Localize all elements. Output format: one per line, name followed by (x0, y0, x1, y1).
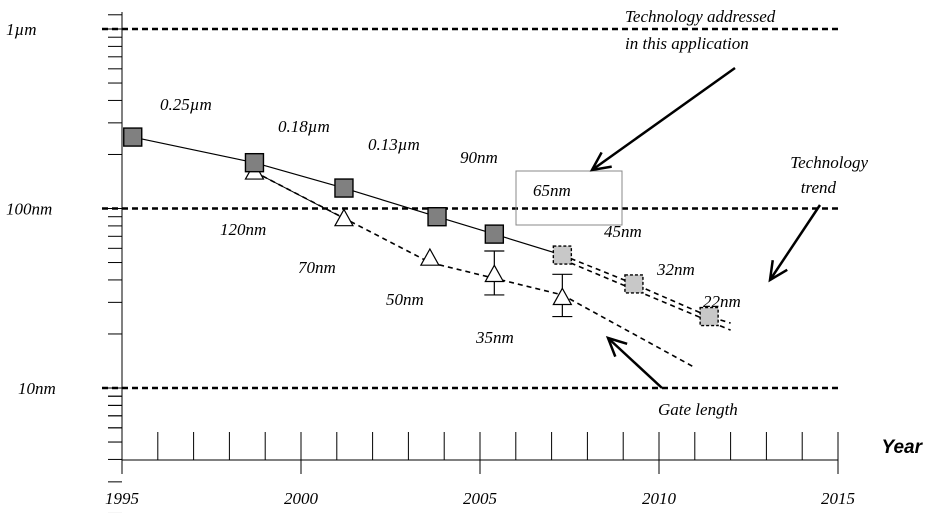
gate-length-label-2: 70nm (298, 258, 336, 277)
technology-node-label-2: 0.18µm (278, 117, 330, 136)
annotation-technology-addressed-line2: in this application (625, 34, 749, 53)
technology-node-point-6 (552, 245, 573, 265)
technology-node-label-1: 0.25µm (160, 95, 212, 114)
annotation-gate-length: Gate length (658, 400, 738, 419)
gate-length-point-5 (552, 287, 573, 306)
gate-length-point-3 (419, 247, 440, 266)
highlight-label: 65nm (533, 181, 571, 200)
x-tick-label-2015: 2015 (821, 489, 855, 508)
technology-node-label-8: 22nm (703, 292, 741, 311)
arrow-gate-length-head (605, 336, 628, 358)
y-label-10nm: 10nm (18, 379, 56, 398)
technology-node-label-3: 0.13µm (368, 135, 420, 154)
y-label-100nm: 100nm (6, 200, 52, 219)
technology-trend-projection-line (562, 254, 731, 324)
gate-length-dashed-line-2 (562, 258, 731, 331)
annotation-technology-trend-line2: trend (801, 178, 837, 197)
gate-length-label-1: 120nm (220, 220, 266, 239)
gate-length-label-3: 50nm (386, 290, 424, 309)
x-tick-label-1995: 1995 (105, 489, 139, 508)
technology-node-label-7: 32nm (656, 260, 695, 279)
arrow-technology-trend (768, 204, 822, 281)
technology-node-label-6: 45nm (604, 222, 642, 241)
arrow-technology-addressed-head (589, 151, 612, 172)
technology-node-label-4: 90nm (460, 148, 498, 167)
y-label-1000nm: 1µm (6, 20, 37, 39)
x-axis-title: Year (882, 437, 924, 458)
technology-node-point-3 (334, 178, 354, 198)
arrow-technology-trend-head (768, 260, 788, 283)
gate-length-connector (254, 171, 345, 219)
gate-length-point-2 (333, 208, 354, 227)
arrow-gate-length (607, 337, 663, 389)
highlight-box (515, 170, 623, 226)
gate-length-label-5: 35nm (475, 328, 514, 347)
technology-node-point-2 (244, 152, 265, 173)
annotation-technology-trend-line1: Technology (790, 153, 868, 172)
technology-node-point-1 (123, 127, 143, 147)
gate-length-point-4 (484, 264, 505, 283)
technology-node-point-5 (484, 224, 505, 244)
technology-node-point-7 (624, 274, 644, 294)
arrow-technology-addressed (591, 66, 736, 172)
technology-trend-line (132, 136, 563, 256)
x-tick-label-2010: 2010 (642, 489, 677, 508)
x-tick-label-2000: 2000 (284, 489, 319, 508)
technology-node-point-8 (699, 306, 719, 327)
annotation-technology-addressed-line1: Technology addressed (625, 7, 776, 26)
x-tick-label-2005: 2005 (463, 489, 497, 508)
technology-node-point-4 (427, 207, 447, 227)
